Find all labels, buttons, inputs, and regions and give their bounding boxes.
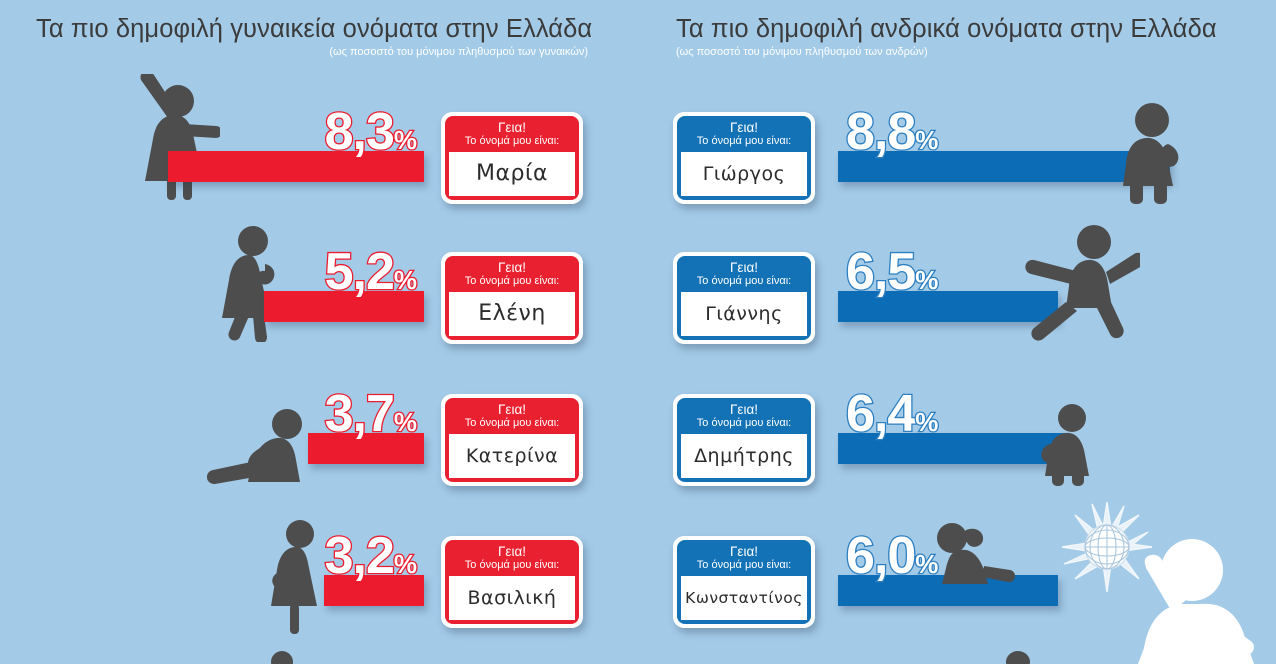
tag-mine-label: Το όνομά μου είναι: [696, 274, 792, 287]
tag-hello-label: Γεια! [497, 402, 526, 417]
tag-mine-label: Το όνομά μου είναι: [464, 558, 560, 571]
value-label-female-2: 5,2% [323, 243, 418, 301]
tag-hello-label: Γεια! [497, 544, 526, 559]
chart-row-male-3: Γεια! Το όνομά μου είναι: Δημήτρης 6,4% [638, 352, 1276, 494]
value-label-male-1: 8,8% [845, 103, 940, 161]
male-figure-sitting-icon [1123, 103, 1179, 204]
value-label-female-1: 8,3% [323, 103, 418, 161]
tag-mine-label: Το όνομά μου είναι: [464, 134, 560, 147]
tag-hello-label: Γεια! [729, 402, 758, 417]
male-figure-reclining-icon [937, 523, 1016, 584]
bar-female-2 [264, 291, 424, 322]
name-tag-female-1[interactable]: Γεια! Το όνομά μου είναι: Μαρία [441, 112, 583, 204]
tag-hello-label: Γεια! [729, 544, 758, 559]
bar-female-3 [308, 433, 424, 464]
bar-male-1 [838, 151, 1170, 182]
female-panel-header: Τα πιο δημοφιλή γυναικεία ονόματα στην Ε… [36, 14, 596, 58]
female-figure-lying-icon [206, 409, 302, 485]
name-tag-male-3[interactable]: Γεια! Το όνομά μου είναι: Δημήτρης [673, 394, 815, 486]
bar-male-2 [838, 291, 1058, 322]
tag-hello-label: Γεια! [497, 120, 526, 135]
value-label-female-4: 3,2% [323, 527, 418, 585]
chart-row-male-1: Γεια! Το όνομά μου είναι: Γιώργος 8,8% [638, 70, 1276, 212]
female-panel-title: Τα πιο δημοφιλή γυναικεία ονόματα στην Ε… [36, 15, 593, 43]
chart-row-male-4: Γεια! Το όνομά μου είναι: Κωνσταντίνος 6… [638, 494, 1276, 636]
male-panel-header: Τα πιο δημοφιλή ανδρικά ονόματα στην Ελλ… [676, 14, 1236, 58]
tag-mine-label: Το όνομά μου είναι: [464, 274, 560, 287]
name-tag-male-4[interactable]: Γεια! Το όνομά μου είναι: Κωνσταντίνος [673, 536, 815, 628]
male-figure-balancing-icon [1025, 225, 1140, 341]
name-tag-female-3[interactable]: Γεια! Το όνομά μου είναι: Κατερίνα [441, 394, 583, 486]
bar-female-1 [168, 151, 424, 182]
tag-name-value: Δημήτρης [694, 444, 794, 467]
bar-female-4 [324, 575, 424, 606]
tag-hello-label: Γεια! [729, 120, 758, 135]
male-panel-subtitle: (ως ποσοστό του μόνιμου πληθυσμού των αν… [676, 46, 928, 59]
tag-name-value: Ελένη [478, 301, 546, 327]
male-figure-crouching-icon [1041, 404, 1089, 486]
male-panel-title: Τα πιο δημοφιλή ανδρικά ονόματα στην Ελλ… [676, 15, 1217, 43]
tag-name-value: Κωνσταντίνος [685, 588, 803, 607]
tag-mine-label: Το όνομά μου είναι: [696, 134, 792, 147]
chart-row-male-2: Γεια! Το όνομά μου είναι: Γιάννης 6,5% [638, 210, 1276, 352]
name-tag-female-4[interactable]: Γεια! Το όνομά μου είναι: Βασιλική [441, 536, 583, 628]
female-figure-standing-icon [271, 520, 317, 634]
tag-name-value: Μαρία [476, 161, 548, 187]
value-label-male-4: 6,0% [845, 527, 940, 585]
chart-row-female-1: 8,3% Γεια! Το όνομά μου είναι: Μαρία [0, 70, 638, 212]
female-figure-kneeling-icon [222, 226, 275, 342]
tag-mine-label: Το όνομά μου είναι: [696, 558, 792, 571]
tag-name-value: Γιώργος [702, 162, 786, 185]
female-panel-subtitle: (ως ποσοστό του μόνιμου πληθυσμού των γυ… [329, 46, 588, 59]
value-label-female-3: 3,7% [323, 385, 418, 443]
female-figure-partial-icon [271, 651, 293, 664]
bar-male-3 [838, 433, 1068, 464]
sparkling-globe-icon [1062, 502, 1152, 592]
value-label-male-2: 6,5% [845, 243, 940, 301]
tag-mine-label: Το όνομά μου είναι: [464, 416, 560, 429]
tag-name-value: Βασιλική [467, 586, 557, 609]
value-label-male-3: 6,4% [845, 385, 940, 443]
name-tag-male-1[interactable]: Γεια! Το όνομά μου είναι: Γιώργος [673, 112, 815, 204]
tag-mine-label: Το όνομά μου είναι: [696, 416, 792, 429]
chart-row-female-2: 5,2% Γεια! Το όνομά μου είναι: Ελένη [0, 210, 638, 352]
tag-hello-label: Γεια! [497, 260, 526, 275]
white-celebration-figure-icon [1138, 539, 1254, 664]
tag-name-value: Γιάννης [705, 302, 783, 325]
name-tag-female-2[interactable]: Γεια! Το όνομά μου είναι: Ελένη [441, 252, 583, 344]
male-figure-partial-icon [1006, 651, 1030, 664]
tag-name-value: Κατερίνα [465, 444, 559, 467]
name-tag-male-2[interactable]: Γεια! Το όνομά μου είναι: Γιάννης [673, 252, 815, 344]
tag-hello-label: Γεια! [729, 260, 758, 275]
chart-row-female-3: 3,7% Γεια! Το όνομά μου είναι: Κατερίνα [0, 352, 638, 494]
chart-row-female-4: 3,2% Γεια! Το όνομά μου είναι: Βασιλική [0, 494, 638, 636]
